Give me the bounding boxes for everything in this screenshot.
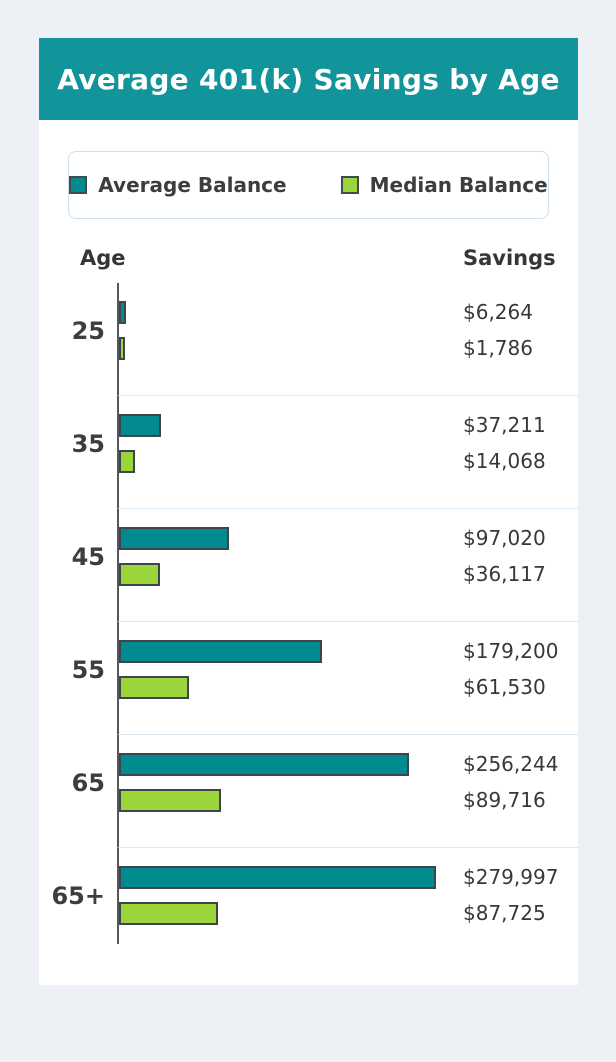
average-balance-value: $6,264	[463, 300, 533, 324]
age-label: 65+	[51, 882, 105, 910]
average-balance-swatch	[69, 176, 88, 194]
median-balance-value: $36,117	[463, 562, 546, 586]
median-balance-bar	[119, 789, 221, 812]
chart-row-35: 35 $37,211 $14,068	[39, 396, 578, 509]
legend-label-median: Median Balance	[369, 173, 548, 197]
median-balance-value: $87,725	[463, 901, 546, 925]
average-balance-value: $97,020	[463, 526, 546, 550]
legend: Average Balance Median Balance	[68, 151, 549, 219]
median-balance-value: $61,530	[463, 675, 546, 699]
legend-item-average: Average Balance	[69, 173, 287, 197]
median-balance-value: $89,716	[463, 788, 546, 812]
average-balance-bar	[119, 753, 409, 776]
column-headers: Age Savings	[39, 246, 578, 272]
average-balance-bar	[119, 414, 161, 437]
average-balance-value: $179,200	[463, 639, 559, 663]
age-label: 55	[71, 656, 105, 684]
chart-card: Average Balance Median Balance Age Savin…	[39, 120, 578, 985]
legend-item-median: Median Balance	[340, 173, 548, 197]
chart-row-25: 25 $6,264 $1,786	[39, 283, 578, 396]
age-label: 65	[71, 769, 105, 797]
age-label: 45	[71, 543, 105, 571]
chart-row-45: 45 $97,020 $36,117	[39, 509, 578, 622]
average-balance-bar	[119, 301, 126, 324]
chart-row-65: 65 $256,244 $89,716	[39, 735, 578, 848]
median-balance-bar	[119, 676, 189, 699]
title-banner: Average 401(k) Savings by Age	[39, 38, 578, 120]
chart-row-55: 55 $179,200 $61,530	[39, 622, 578, 735]
median-balance-value: $14,068	[463, 449, 546, 473]
average-balance-value: $37,211	[463, 413, 546, 437]
chart-row-65plus: 65+ $279,997 $87,725	[39, 848, 578, 944]
age-label: 25	[71, 317, 105, 345]
average-balance-value: $256,244	[463, 752, 559, 776]
age-column-header: Age	[80, 246, 126, 270]
average-balance-value: $279,997	[463, 865, 559, 889]
average-balance-bar	[119, 527, 229, 550]
bar-chart: 25 $6,264 $1,786 35 $37,2	[39, 283, 578, 944]
page-title: Average 401(k) Savings by Age	[57, 62, 560, 96]
median-balance-swatch	[340, 176, 359, 194]
average-balance-bar	[119, 640, 322, 663]
median-balance-bar	[119, 902, 218, 925]
median-balance-bar	[119, 563, 160, 586]
median-balance-bar	[119, 450, 135, 473]
median-balance-value: $1,786	[463, 336, 533, 360]
legend-label-average: Average Balance	[98, 173, 287, 197]
median-balance-bar	[119, 337, 125, 360]
savings-column-header: Savings	[463, 246, 556, 270]
average-balance-bar	[119, 866, 436, 889]
age-label: 35	[71, 430, 105, 458]
